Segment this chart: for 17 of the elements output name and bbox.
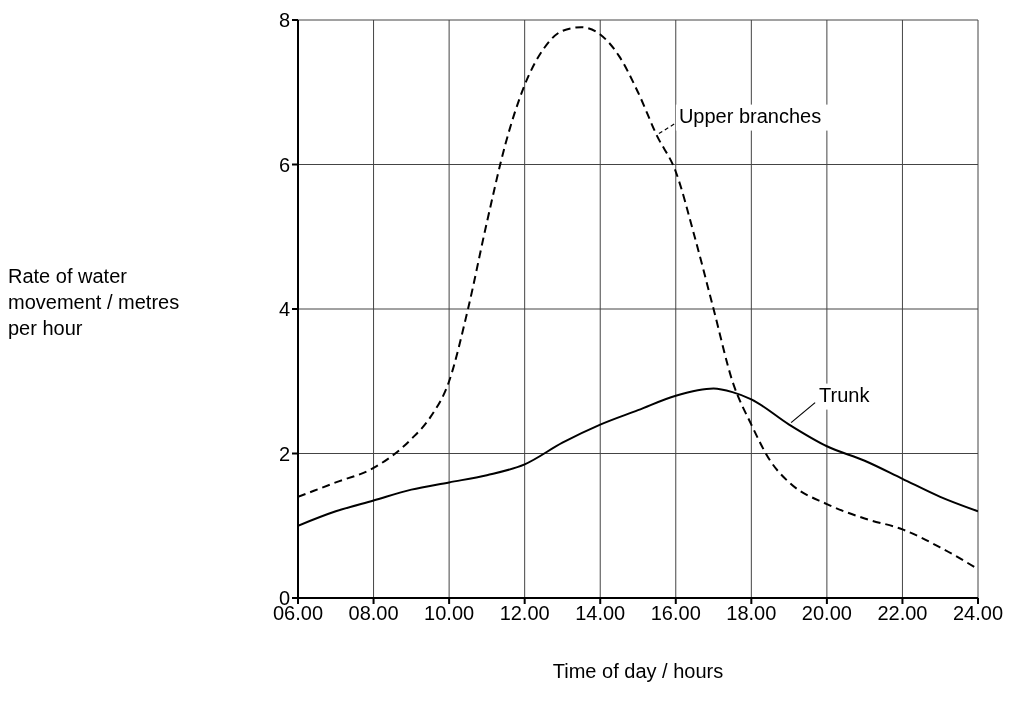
x-tick-label: 22.00 (877, 602, 928, 625)
x-tick-label: 24.00 (952, 602, 1004, 625)
legend-label: Upper branches (678, 104, 822, 127)
x-tick-label: 10.00 (424, 602, 475, 625)
x-tick-label: 12.00 (499, 602, 550, 625)
x-tick-label: 08.00 (348, 602, 399, 625)
y-tick-label: 2 (278, 442, 290, 465)
y-tick-label: 4 (278, 298, 290, 321)
x-tick-label: 20.00 (801, 602, 852, 625)
x-tick-label: 16.00 (650, 602, 701, 625)
series-label: Trunk (819, 383, 871, 406)
y-tick-label: 8 (278, 9, 290, 32)
x-axis-title: Time of day / hours (552, 660, 724, 682)
x-tick-label: 14.00 (575, 602, 626, 625)
y-axis-title: Rate of water movement / metres per hour (8, 264, 181, 341)
x-tick-label: 18.00 (726, 602, 777, 625)
y-tick-label: 6 (278, 153, 290, 176)
